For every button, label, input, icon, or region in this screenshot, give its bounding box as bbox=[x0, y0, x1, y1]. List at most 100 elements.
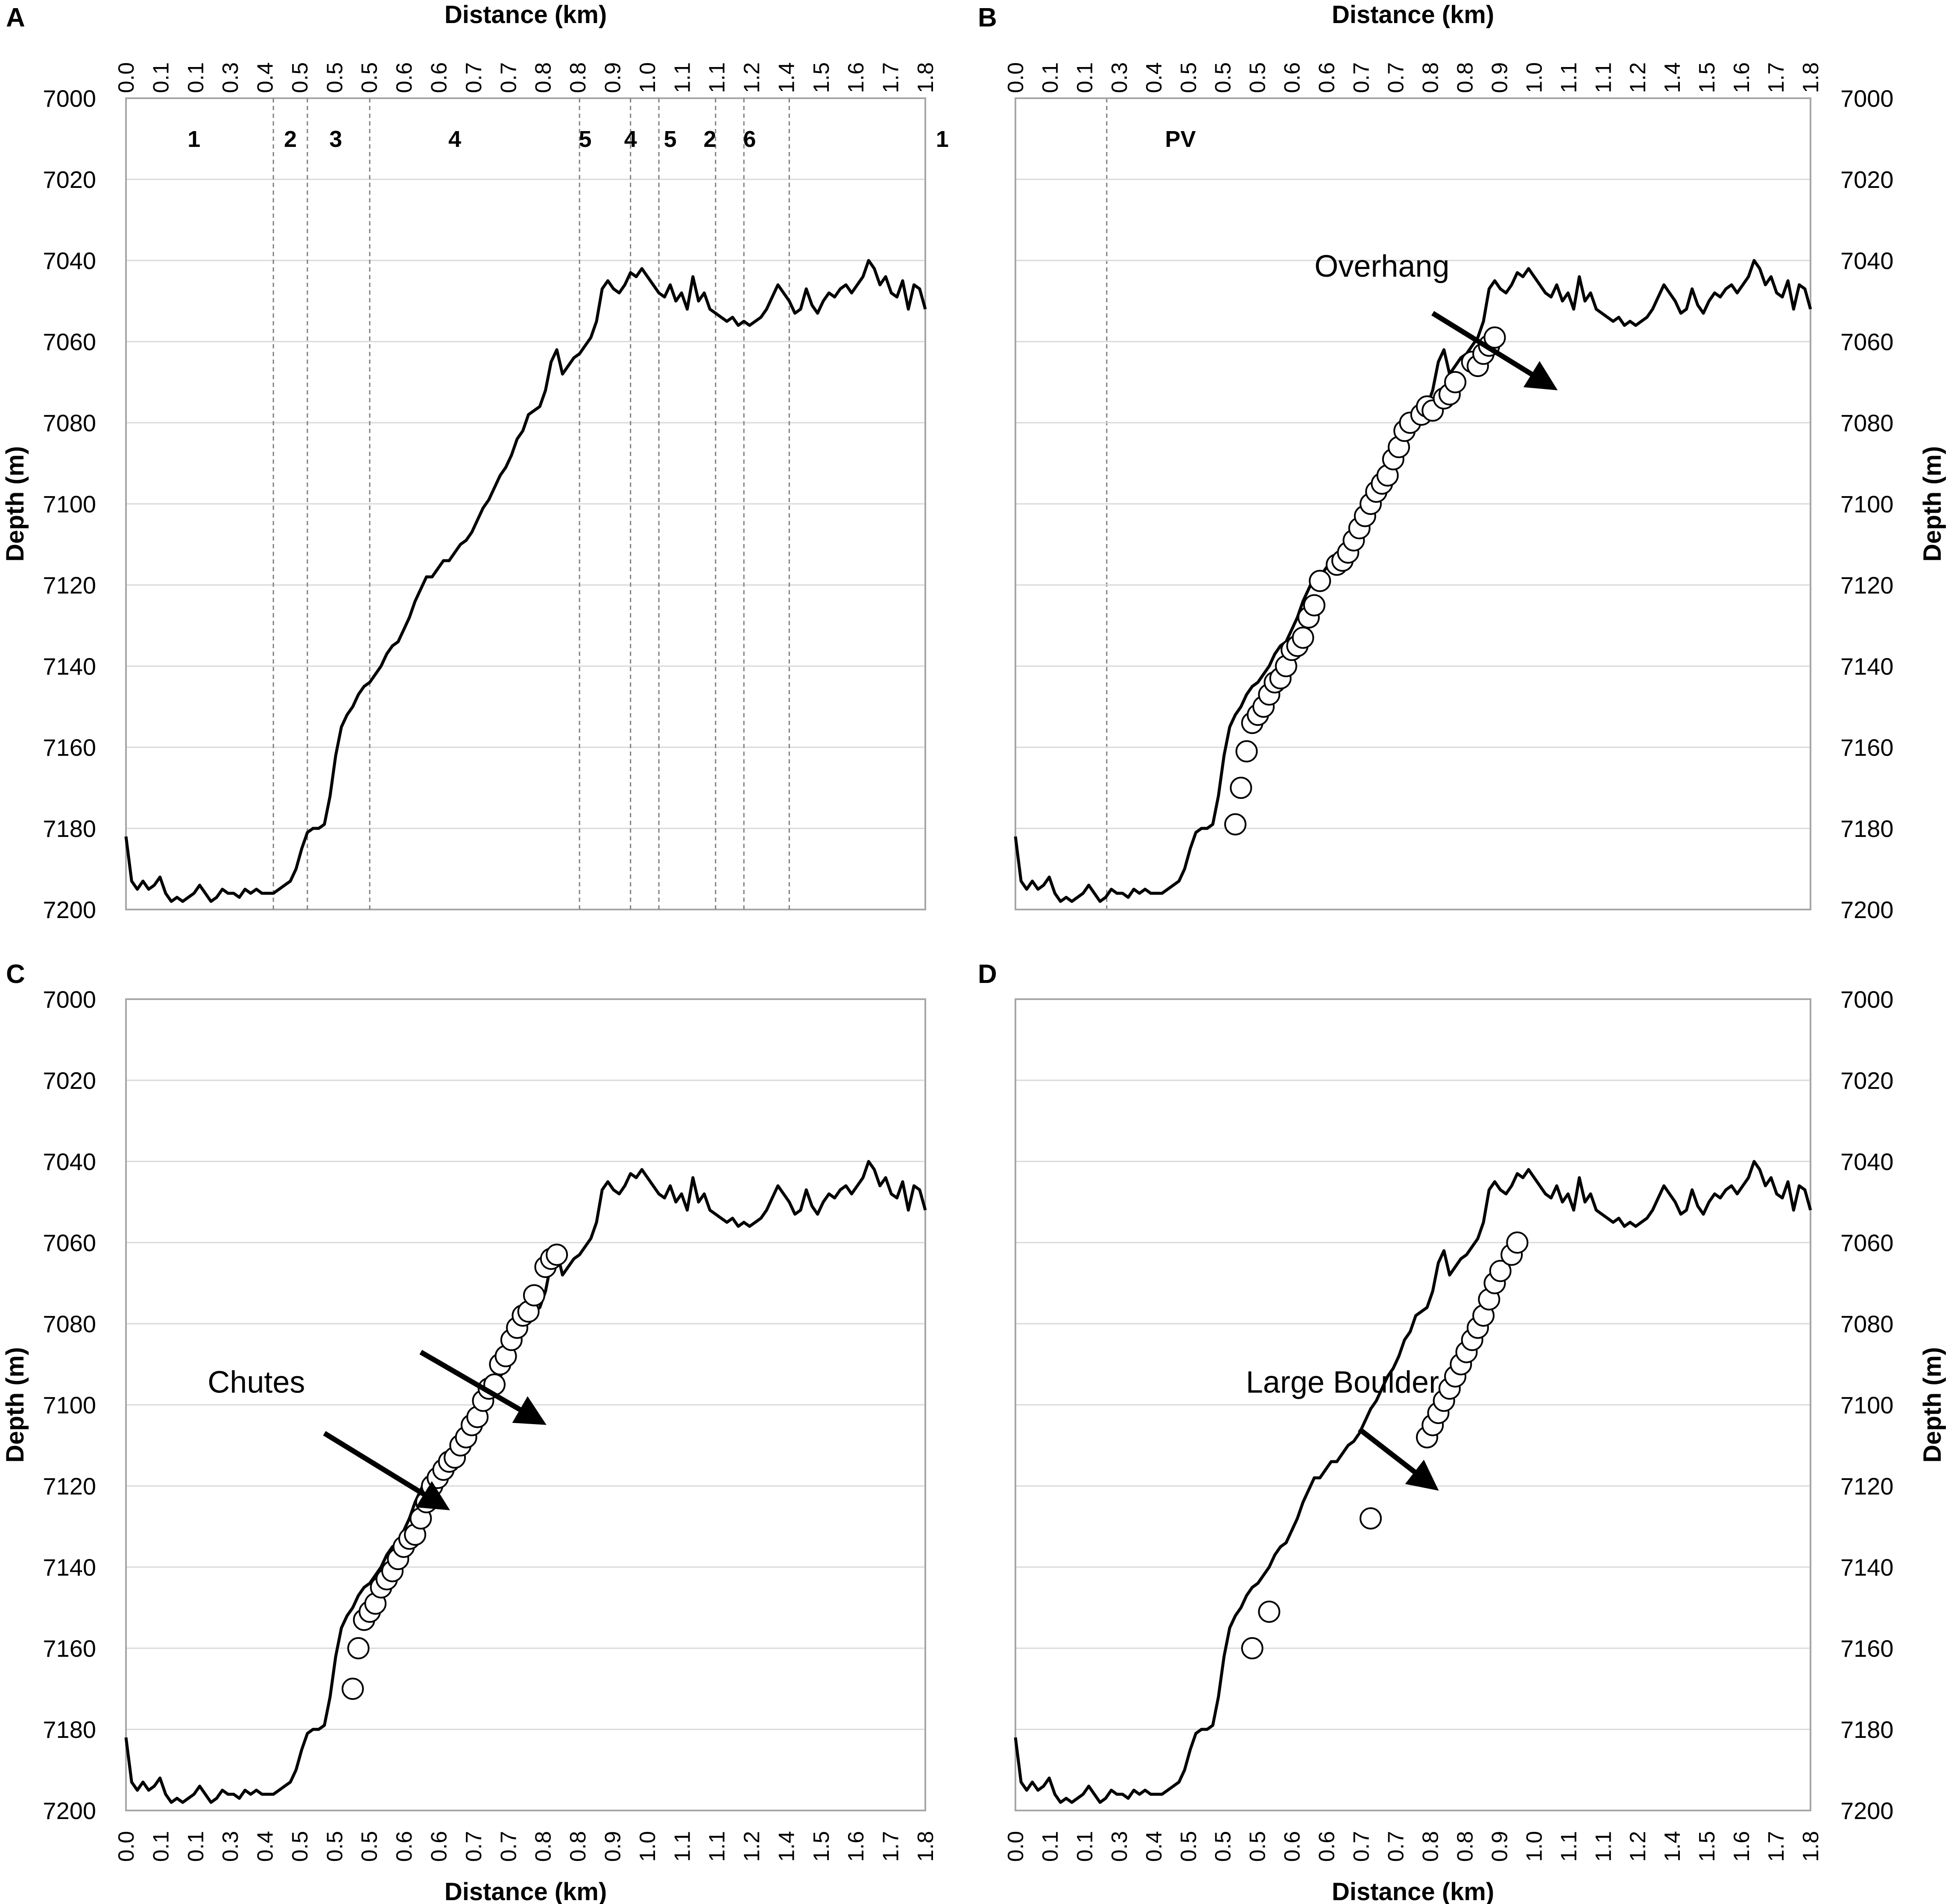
y-tick-label: 7100 bbox=[1840, 1392, 1894, 1418]
annotation-text: Overhang bbox=[1314, 249, 1449, 284]
markers bbox=[1241, 1231, 1529, 1659]
zone-label: 1 bbox=[936, 126, 949, 152]
x-tick-label: 1.7 bbox=[1764, 1831, 1789, 1862]
x-tick-label: 1.7 bbox=[879, 1831, 904, 1862]
x-tick-label: 0.4 bbox=[253, 1831, 278, 1862]
y-tick-label: 7140 bbox=[1840, 653, 1894, 680]
x-tick-label: 1.7 bbox=[1764, 62, 1789, 93]
y-tick-label: 7100 bbox=[43, 491, 96, 518]
panel-a: 1 2 3 4 5 4 5 2 6 1 PV7000702070407060708071007120… bbox=[1, 1, 1196, 923]
panel-d: 7000 7020 7040 7060 7080 7100 7120 7140 7160 7180… bbox=[978, 959, 1946, 1904]
x-tick-label: 1.1 bbox=[705, 62, 730, 93]
x-tick-label: 0.6 bbox=[1315, 1831, 1340, 1862]
x-tick-label: 1.4 bbox=[774, 62, 799, 93]
observation-marker bbox=[342, 1678, 364, 1700]
x-tick-label: 0.1 bbox=[149, 1831, 173, 1862]
panel-letter: A bbox=[6, 3, 25, 32]
x-tick-label: 0.7 bbox=[496, 62, 521, 93]
y-axis-title: Depth (m) bbox=[1, 446, 29, 562]
x-tick-label: 0.7 bbox=[462, 62, 486, 93]
y-tick-label: 7160 bbox=[1840, 1635, 1894, 1662]
x-tick-label: 0.8 bbox=[531, 62, 556, 93]
observation-marker bbox=[523, 1284, 545, 1307]
x-tick-label: 1.1 bbox=[670, 1831, 695, 1862]
x-tick-label: 0.3 bbox=[218, 62, 243, 93]
observation-marker bbox=[1359, 1507, 1382, 1530]
x-tick-label: 1.1 bbox=[670, 62, 695, 93]
y-tick-label: 7100 bbox=[43, 1392, 96, 1418]
annotation-text: Large Boulder bbox=[1246, 1366, 1439, 1400]
panel-letter: D bbox=[978, 959, 997, 989]
y-tick-label: 7060 bbox=[1840, 1229, 1894, 1256]
y-axis-title: Depth (m) bbox=[1919, 1347, 1946, 1463]
observation-marker bbox=[1506, 1231, 1529, 1254]
annotation: Large Boulder bbox=[1246, 1366, 1439, 1491]
y-tick-label: 7060 bbox=[1840, 328, 1894, 355]
x-tick-label: 1.4 bbox=[774, 1831, 799, 1862]
x-tick-label: 0.6 bbox=[1315, 62, 1340, 93]
x-tick-labels: 0.0 0.1 0.1 0.3 0.4 0.5 0.5 0.5 0.6 0.6 0.7 0.7 0.8 0… bbox=[1003, 62, 1823, 93]
y-tick-label: 7140 bbox=[43, 1554, 96, 1581]
annotation-arrow bbox=[419, 1350, 547, 1425]
x-tick-label: 0.1 bbox=[184, 1831, 208, 1862]
x-tick-label: 1.6 bbox=[1729, 1831, 1754, 1862]
x-tick-label: 0.6 bbox=[1280, 1831, 1305, 1862]
y-axis-title: Depth (m) bbox=[1, 1347, 29, 1463]
plot-frame bbox=[125, 97, 926, 910]
observation-marker bbox=[1309, 570, 1331, 592]
x-tick-label: 0.1 bbox=[1073, 1831, 1097, 1862]
annotation-arrow bbox=[1357, 1427, 1439, 1491]
y-tick-label: 7200 bbox=[43, 896, 96, 923]
y-tick-label: 7020 bbox=[43, 1067, 96, 1094]
y-tick-labels: 7000 7020 7040 7060 7080 7100 7120 7140 7160 7180… bbox=[1840, 85, 1894, 923]
y-tick-label: 7120 bbox=[1840, 1473, 1894, 1500]
x-tick-label: 0.4 bbox=[1142, 62, 1167, 93]
x-tick-label: 0.8 bbox=[1453, 62, 1477, 93]
zone-label: 3 bbox=[329, 126, 342, 152]
y-tick-label: 7180 bbox=[1840, 815, 1894, 842]
y-tick-label: 7000 bbox=[43, 986, 96, 1013]
y-tick-label: 7060 bbox=[43, 1229, 96, 1256]
zone-label: 1 bbox=[187, 126, 200, 152]
x-tick-label: 0.9 bbox=[600, 1831, 625, 1862]
zone-label: PV bbox=[1165, 126, 1196, 152]
y-tick-label: 7160 bbox=[43, 734, 96, 761]
observation-marker bbox=[1483, 326, 1506, 349]
x-tick-label: 1.5 bbox=[809, 62, 834, 93]
x-tick-label: 0.3 bbox=[1107, 1831, 1132, 1862]
x-tick-label: 1.4 bbox=[1660, 62, 1685, 93]
x-tick-label: 0.6 bbox=[427, 1831, 452, 1862]
x-tick-label: 0.7 bbox=[1349, 62, 1374, 93]
x-tick-label: 0.9 bbox=[1487, 62, 1512, 93]
x-tick-label: 1.0 bbox=[1522, 1831, 1547, 1862]
x-tick-label: 0.3 bbox=[1107, 62, 1132, 93]
y-tick-label: 7080 bbox=[43, 409, 96, 436]
x-tick-label: 1.8 bbox=[1799, 62, 1823, 93]
zone-label: 6 bbox=[743, 126, 756, 152]
y-tick-label: 7080 bbox=[1840, 1310, 1894, 1337]
x-tick-label: 0.4 bbox=[1142, 1831, 1167, 1862]
y-tick-label: 7080 bbox=[1840, 409, 1894, 436]
y-tick-labels: 7000 7020 7040 7060 7080 7100 7120 7140 7160 7180… bbox=[43, 986, 96, 1824]
x-tick-label: 0.0 bbox=[114, 1831, 139, 1862]
x-tick-label: 0.5 bbox=[1176, 62, 1201, 93]
y-tick-label: 7080 bbox=[43, 1310, 96, 1337]
annotation: Chutes bbox=[208, 1350, 547, 1510]
x-axis-title: Distance (km) bbox=[1332, 1878, 1494, 1904]
x-tick-label: 1.7 bbox=[879, 62, 904, 93]
x-axis-title: Distance (km) bbox=[445, 1, 607, 29]
observation-marker bbox=[1235, 740, 1258, 763]
zone-label: 4 bbox=[448, 126, 461, 152]
x-tick-label: 1.2 bbox=[740, 62, 764, 93]
x-tick-label: 1.0 bbox=[635, 62, 660, 93]
x-tick-label: 1.2 bbox=[1626, 1831, 1650, 1862]
x-tick-label: 1.1 bbox=[1591, 1831, 1616, 1862]
panel-letter: B bbox=[978, 3, 997, 32]
x-tick-label: 1.2 bbox=[740, 1831, 764, 1862]
zone-labels: 1 2 3 4 5 4 5 2 6 1 PV bbox=[187, 126, 1196, 152]
x-tick-label: 1.6 bbox=[844, 1831, 869, 1862]
x-tick-label: 1.4 bbox=[1660, 1831, 1685, 1862]
x-tick-label: 0.5 bbox=[357, 1831, 382, 1862]
observation-marker bbox=[1241, 1637, 1264, 1659]
x-tick-label: 0.7 bbox=[496, 1831, 521, 1862]
